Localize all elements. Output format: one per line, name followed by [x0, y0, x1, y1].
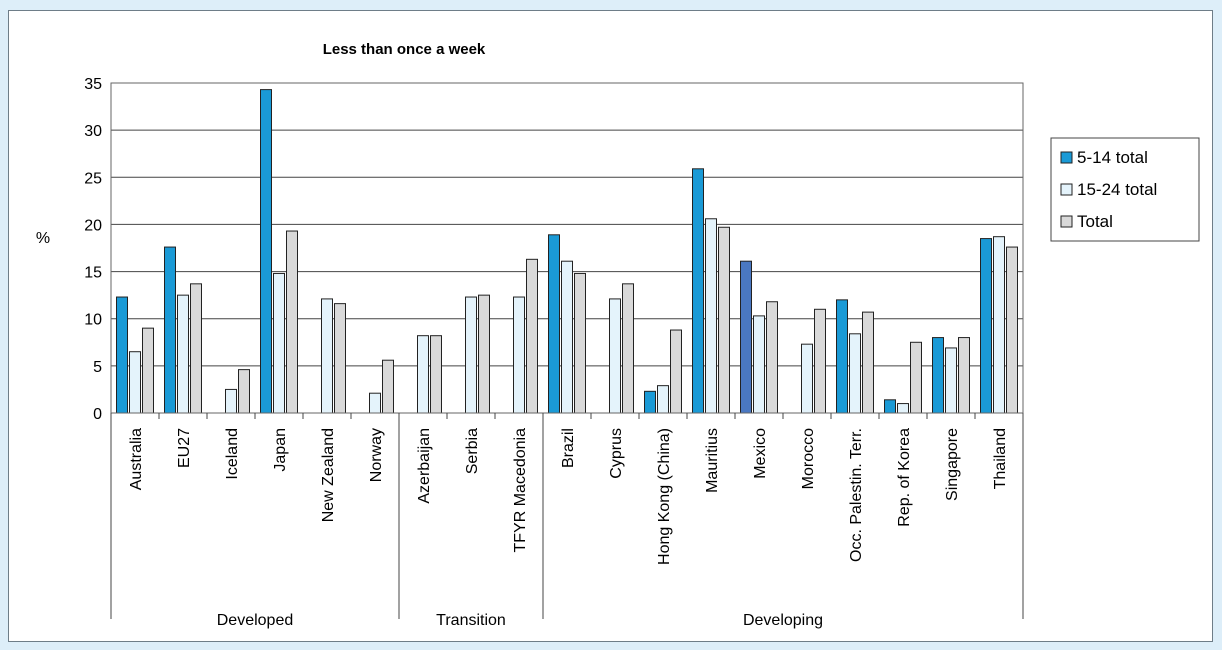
bar — [142, 327, 154, 414]
x-tick-label: Serbia — [464, 428, 481, 474]
bar — [670, 329, 682, 414]
bars — [116, 89, 1018, 414]
bar — [1006, 246, 1018, 414]
x-tick-label: Australia — [128, 428, 145, 490]
x-tick-label: Rep. of Korea — [896, 428, 913, 527]
bar — [177, 294, 189, 414]
bar — [513, 296, 525, 414]
bar — [849, 333, 861, 414]
bar — [129, 351, 141, 414]
legend-label: 5-14 total — [1077, 148, 1148, 167]
bar — [692, 168, 704, 414]
y-tick-label: 10 — [84, 312, 102, 329]
bar — [225, 388, 237, 414]
bar — [478, 294, 490, 414]
y-tick-label: 30 — [84, 123, 102, 140]
bar — [622, 283, 634, 414]
y-tick-label: 25 — [84, 170, 102, 187]
y-tick-label: 20 — [84, 217, 102, 234]
group-label: Developed — [217, 612, 294, 629]
x-tick-label: Morocco — [800, 428, 817, 489]
bar — [273, 272, 285, 414]
bar — [561, 260, 573, 414]
bar — [718, 226, 730, 414]
bar — [862, 311, 874, 414]
x-tick-label: Hong Kong (China) — [656, 428, 673, 565]
bar — [417, 335, 429, 414]
bar — [465, 296, 477, 414]
x-tick-label: Norway — [368, 428, 385, 482]
y-tick-label: 5 — [93, 359, 102, 376]
plot-area-border — [110, 82, 1024, 414]
bar — [238, 369, 250, 414]
x-tick-label: New Zealand — [320, 428, 337, 522]
x-tick-label: Singapore — [944, 428, 961, 501]
group-label: Developing — [743, 612, 823, 629]
bar — [740, 260, 752, 414]
bar — [945, 347, 957, 414]
x-tick-label: Mauritius — [704, 428, 721, 493]
chart-frame: Less than once a week % 0 5 10 15 20 25 30 35 A… — [8, 10, 1213, 642]
x-tick-label: Japan — [272, 428, 289, 472]
bar — [260, 89, 272, 414]
legend-swatch — [1060, 183, 1073, 196]
bar — [705, 218, 717, 414]
x-tick-labels: Australia EU27 Iceland Japan New Zealand Norw… — [128, 428, 1009, 565]
x-tick-label: Iceland — [224, 428, 241, 480]
bar — [980, 238, 992, 414]
bar — [657, 385, 669, 414]
bar — [766, 301, 778, 414]
y-tick-labels: 0 5 10 15 20 25 30 35 — [84, 76, 102, 423]
bar — [993, 236, 1005, 414]
bar — [932, 337, 944, 414]
bar — [836, 299, 848, 414]
bar — [430, 335, 442, 414]
bar — [574, 272, 586, 414]
legend-box — [1050, 137, 1200, 242]
x-tick-label: TFYR Macedonia — [512, 428, 529, 553]
bar — [801, 343, 813, 414]
x-tick-label: Occ. Palestin. Terr. — [848, 428, 865, 562]
bar — [609, 298, 621, 414]
x-tick-label: Thailand — [992, 428, 1009, 489]
legend-label: 15-24 total — [1077, 180, 1157, 199]
bar — [190, 283, 202, 414]
bar — [164, 246, 176, 414]
bar — [910, 341, 922, 414]
bar — [884, 399, 896, 414]
bar — [286, 230, 298, 414]
bar — [548, 234, 560, 414]
bar — [526, 258, 538, 414]
x-tick-label: EU27 — [176, 428, 193, 468]
chart-title: Less than once a week — [323, 41, 486, 58]
legend-swatch — [1060, 215, 1073, 228]
bar — [814, 308, 826, 414]
bar — [897, 403, 909, 414]
y-tick-label: 35 — [84, 76, 102, 93]
bar — [958, 337, 970, 414]
bar — [382, 359, 394, 414]
y-axis-label: % — [36, 230, 50, 247]
x-tick-label: Cyprus — [608, 428, 625, 479]
y-tick-label: 15 — [84, 265, 102, 282]
legend-swatch — [1060, 151, 1073, 164]
bar — [321, 298, 333, 414]
x-tick-label: Brazil — [560, 428, 577, 468]
legend: 5-14 total 15-24 total Total — [1050, 137, 1200, 242]
axes — [110, 82, 1024, 619]
bar — [334, 303, 346, 414]
bar — [753, 315, 765, 414]
bar-chart: Less than once a week % 0 5 10 15 20 25 30 35 A… — [36, 41, 1200, 629]
x-tick-label: Azerbaijan — [416, 428, 433, 504]
bar — [369, 392, 381, 414]
bar — [116, 296, 128, 414]
group-labels: Developed Transition Developing — [217, 612, 823, 629]
group-label: Transition — [436, 612, 506, 629]
legend-label: Total — [1077, 212, 1113, 231]
y-tick-label: 0 — [93, 406, 102, 423]
bar — [644, 390, 656, 414]
x-tick-label: Mexico — [752, 428, 769, 479]
